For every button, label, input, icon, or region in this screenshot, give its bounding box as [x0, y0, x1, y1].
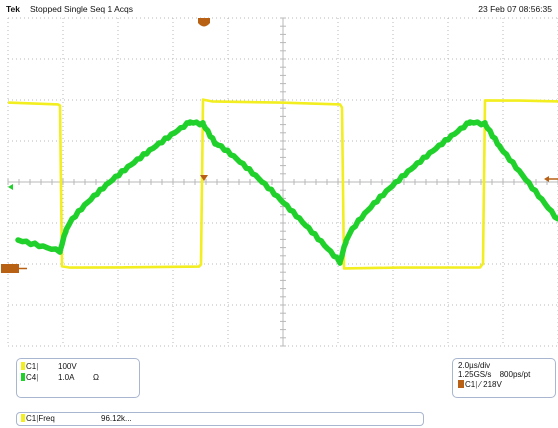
timestamp: 23 Feb 07 08:56:35 [478, 4, 552, 14]
trigger-channel: C1 [465, 380, 476, 389]
ch1-ground-marker[interactable] [1, 264, 27, 273]
trigger-level: 218V [483, 380, 502, 389]
measurement-row[interactable]: C1|Freq 96.12k... [21, 414, 132, 424]
brand-label: Tek [6, 4, 21, 14]
record-resolution: 800ps/pt [499, 370, 531, 379]
trigger-setting-row[interactable]: C1| ⁄ 218V [458, 380, 502, 390]
ch4-level-marker-icon[interactable] [8, 184, 13, 190]
trigger-position-marker[interactable] [198, 18, 210, 27]
horizontal-scale: 2.0µs/div [458, 361, 491, 370]
trigger-swatch [458, 380, 464, 388]
status-bar: Tek Stopped Single Seq 1 Acqs 23 Feb 07 … [0, 0, 558, 18]
ch1-settings-row[interactable]: C1| 100V [21, 362, 77, 372]
ch4-label: C4 [26, 373, 37, 382]
trigger-point-icon [200, 175, 208, 181]
channel-settings-box[interactable]: C1| 100V C4| 1.0A Ω [16, 358, 140, 398]
measurement-channel: C1 [26, 414, 37, 423]
ch4-impedance: Ω [93, 373, 99, 382]
measurement-value: 96.12k... [101, 414, 132, 423]
ch4-swatch [21, 373, 25, 381]
ch1-waveform [7, 98, 558, 270]
grid-ticks [7, 17, 558, 347]
trigger-level-arrow-icon [544, 176, 549, 182]
measurement-swatch [21, 414, 25, 422]
trigger-slope-icon: ⁄ [479, 380, 481, 389]
ch4-waveform [15, 119, 558, 266]
graticule [7, 17, 558, 347]
trigger-level-right[interactable] [544, 176, 558, 182]
timebase-box[interactable]: 2.0µs/div 1.25GS/s 800ps/pt C1| ⁄ 218V [452, 358, 556, 398]
separator: | [36, 362, 39, 371]
measurement-box[interactable]: C1|Freq 96.12k... [16, 412, 424, 426]
ch4-settings-row[interactable]: C4| 1.0A Ω [21, 373, 99, 383]
separator: | [475, 380, 478, 389]
ch1-scale: 100V [58, 362, 77, 371]
ch1-swatch [21, 362, 25, 370]
ch1-label: C1 [26, 362, 37, 371]
ch4-scale: 1.0A [58, 373, 75, 382]
acquisition-status: Stopped Single Seq 1 Acqs [30, 4, 134, 14]
separator: | [36, 373, 39, 382]
separator: | [36, 414, 39, 423]
sample-rate-row: 1.25GS/s 800ps/pt [458, 370, 530, 380]
measurement-name: Freq [38, 414, 55, 423]
ch1-ground-box[interactable] [1, 264, 19, 273]
sample-rate: 1.25GS/s [458, 370, 492, 379]
